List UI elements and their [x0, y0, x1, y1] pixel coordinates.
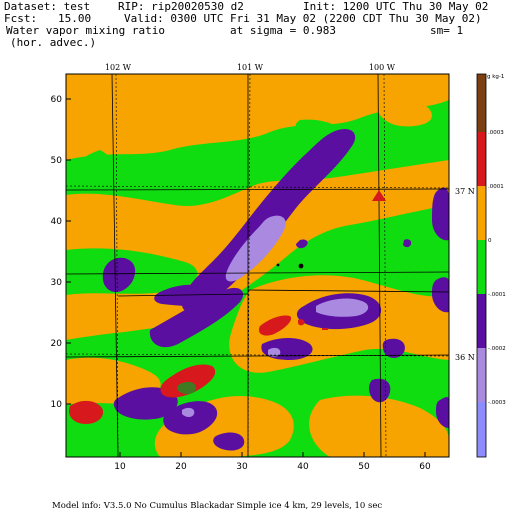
city-marker-small [276, 263, 280, 267]
y-tick-label: 40 [51, 217, 63, 227]
x-tick-label: 20 [175, 462, 187, 472]
longitude-label: 100 W [369, 63, 396, 72]
lavender-regions [182, 215, 369, 417]
colorbar-tick-label: -.0002 [488, 346, 506, 352]
smoothing-label: sm= 1 [430, 24, 464, 37]
x-tick-label: 50 [358, 462, 370, 472]
advection-label: (hor. advec.) [10, 36, 97, 49]
contour-field [66, 74, 449, 457]
colorbar-tick-label: -.0003 [488, 400, 506, 406]
colorbar-swatch [477, 294, 486, 348]
city-marker [298, 263, 304, 269]
colorbar-tick-label: 0 [488, 238, 492, 244]
init-label: Init: 1200 UTC Thu 30 May 02 [303, 0, 489, 13]
y-tick-label: 50 [51, 156, 63, 166]
colorbar-tick-label: .0003 [488, 130, 504, 136]
colorbar-tick-label: .0001 [488, 184, 504, 190]
axis-ticks [66, 98, 426, 457]
colorbar-swatch [477, 186, 486, 240]
plot-frame [65, 73, 450, 458]
colorbar-swatch [477, 348, 486, 402]
colorbar-swatch [477, 240, 486, 294]
x-tick-label: 60 [419, 462, 431, 472]
x-tick-label: 10 [114, 462, 126, 472]
y-tick-label: 30 [51, 278, 63, 288]
colorbar-swatch [477, 132, 486, 186]
latitude-label: 36 N [455, 353, 475, 362]
red-regions [68, 315, 328, 424]
rip-label: RIP: rip20020530 d2 [118, 0, 244, 13]
colorbar-swatch [477, 402, 486, 457]
x-tick-label: 40 [297, 462, 309, 472]
sigma-level: at sigma = 0.983 [230, 24, 336, 37]
y-tick-label: 10 [51, 400, 63, 410]
colorbar-swatch [477, 74, 486, 132]
fcst-value: 15.00 [58, 12, 92, 25]
station-marker-triangle [372, 190, 386, 201]
valid-time-label: Valid: 0300 UTC Fri 31 May 02 (2200 CDT … [124, 12, 482, 25]
latitude-label: 37 N [455, 187, 475, 196]
x-tick-label: 30 [236, 462, 248, 472]
darkgreen-region [177, 381, 196, 395]
colorbar-unit: g kg-1 [487, 74, 504, 80]
colorbar-tick-label: -.0001 [488, 292, 506, 298]
fcst-label: Fcst: [4, 12, 38, 25]
longitude-label: 102 W [105, 63, 132, 72]
field-name: Water vapor mixing ratio [6, 24, 165, 37]
dataset-label: Dataset: test [4, 0, 91, 13]
colorbar [476, 73, 487, 458]
longitude-label: 101 W [237, 63, 264, 72]
y-tick-label: 60 [51, 95, 63, 105]
y-tick-label: 20 [51, 339, 63, 349]
boundary-lines [66, 74, 449, 457]
model-info: Model info: V3.5.0 No Cumulus Blackadar … [52, 501, 382, 511]
